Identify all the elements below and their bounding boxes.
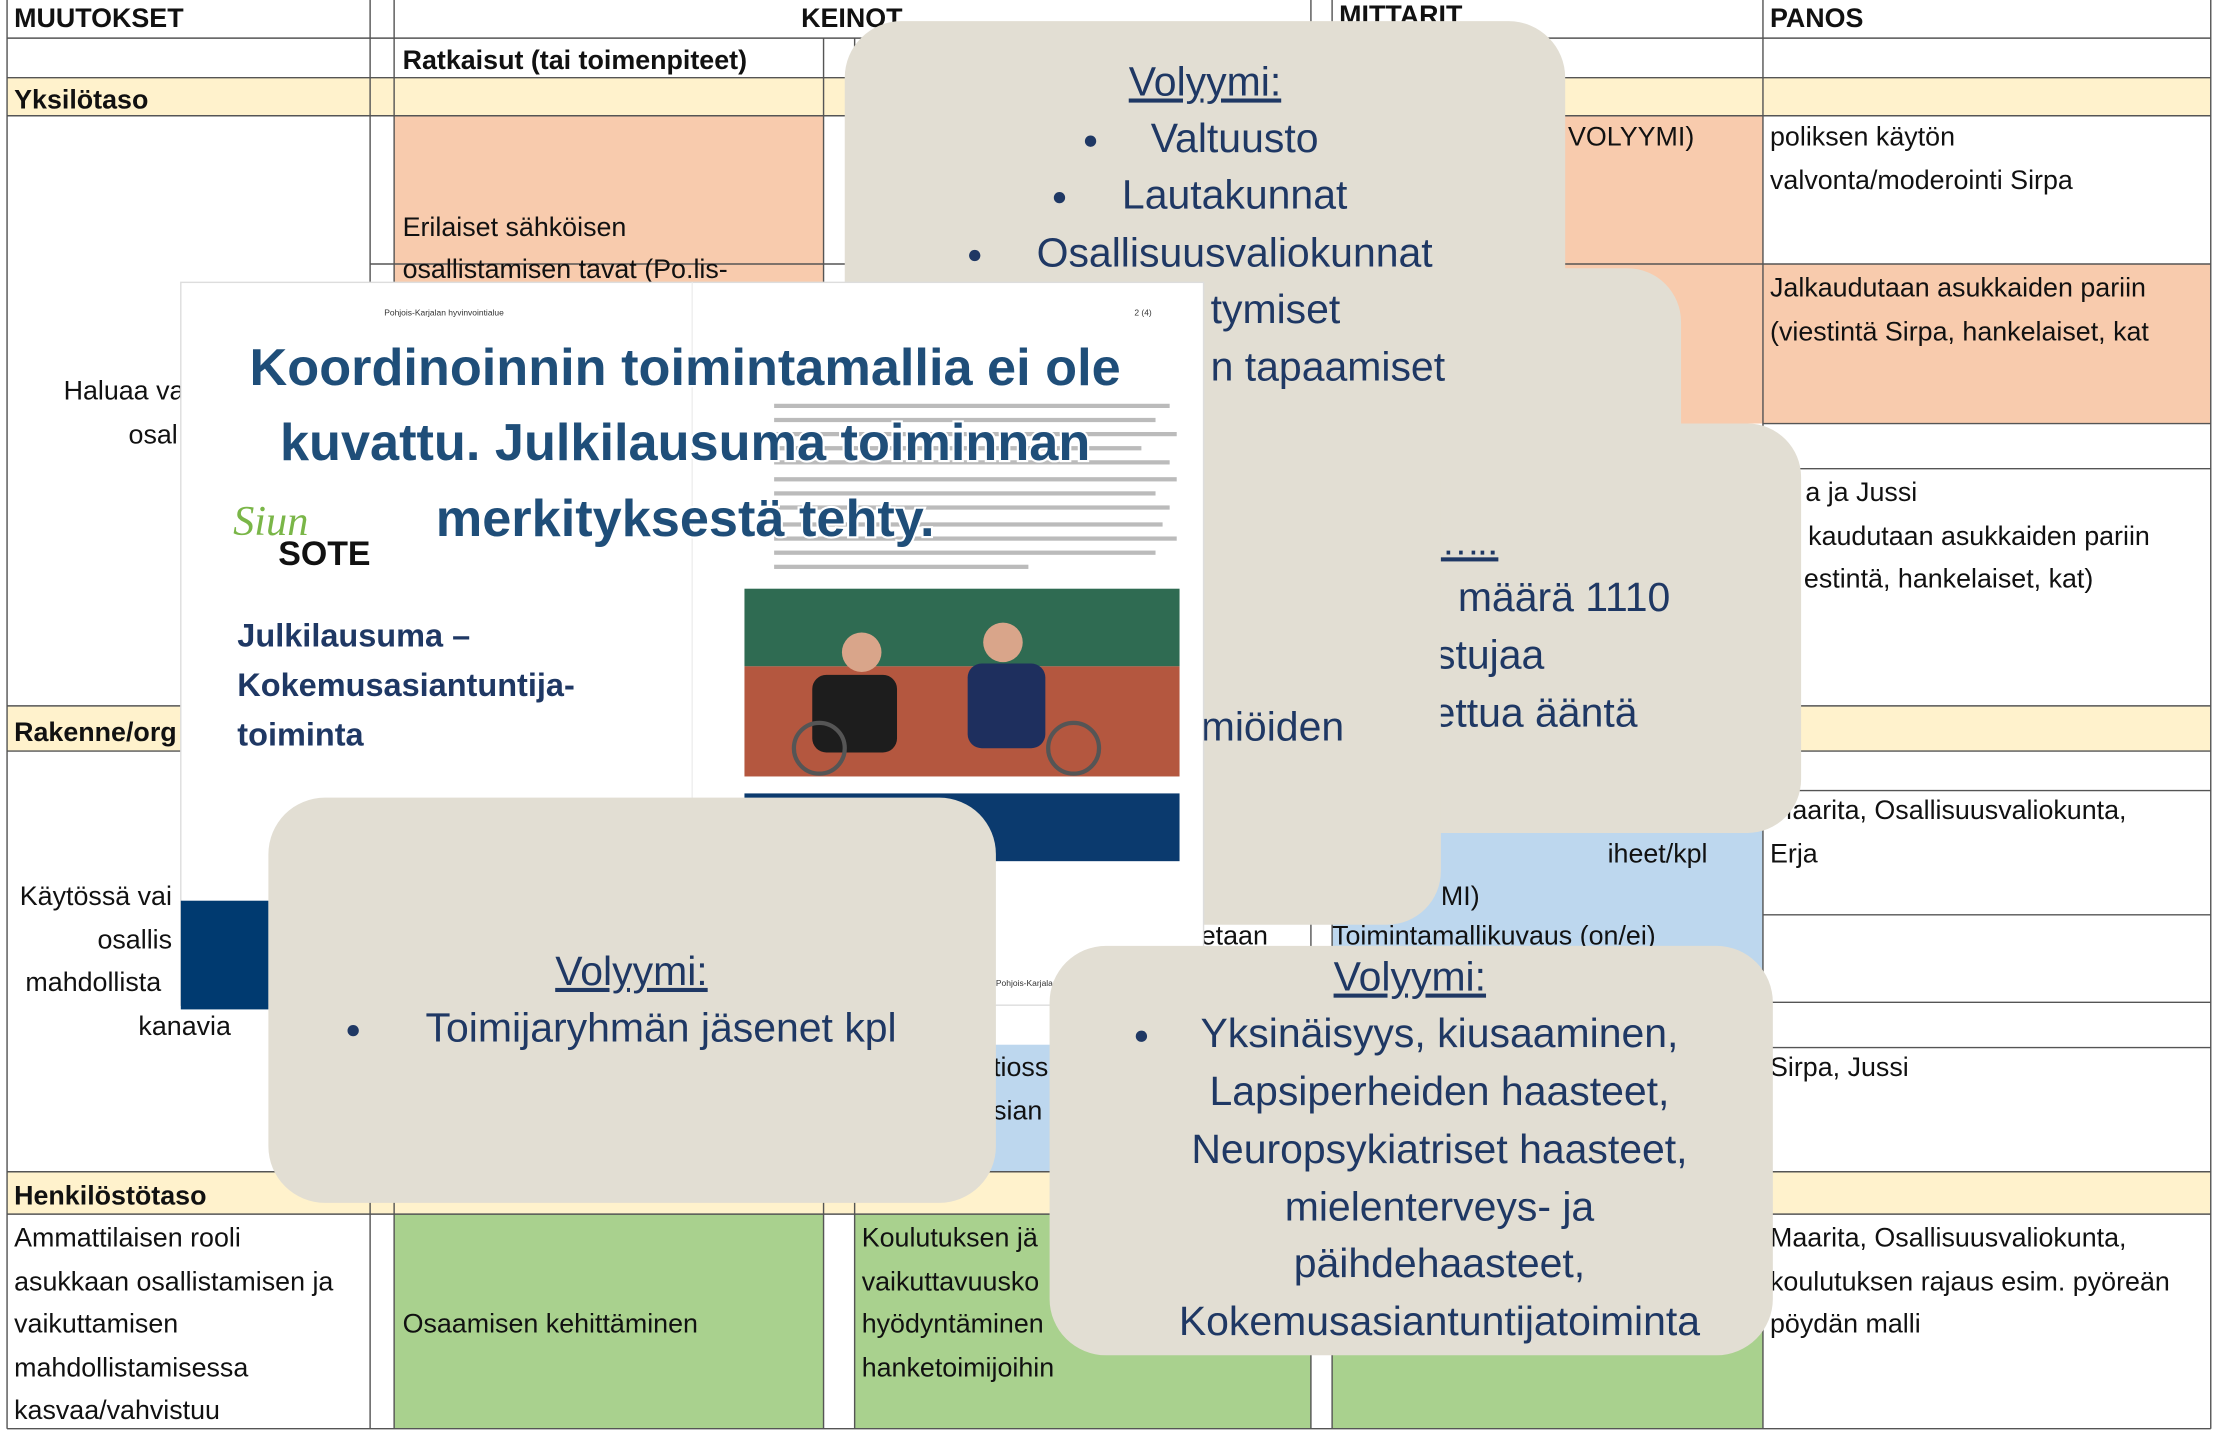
doc-title: Kokemusasiantuntija- xyxy=(237,667,574,703)
callout-item: tymiset xyxy=(1211,286,1341,332)
body-text-lines xyxy=(774,403,1177,569)
bullet xyxy=(1084,135,1097,147)
cell-text: Maarita, Osallisuusvaliokunta, xyxy=(1770,795,2126,825)
cell-text: asukkaan osallistamisen ja xyxy=(14,1266,333,1296)
cell-text: Jalkaudutaan asukkaiden pariin xyxy=(1770,273,2146,303)
cell-text: hyödyntäminen xyxy=(862,1309,1044,1339)
cell-text: Maarita, Osallisuusvaliokunta, xyxy=(1770,1223,2126,1253)
cell-text: Käytössä vai xyxy=(20,881,172,911)
doc-page-number: 2 (4) xyxy=(1134,308,1152,318)
cell-text: vaikuttamisen xyxy=(14,1309,178,1339)
cell-text: koulutuksen rajaus esim. pyöreän xyxy=(1770,1266,2170,1296)
callout-item: n tapaamiset xyxy=(1211,344,1446,390)
cell-text: Sirpa, Jussi xyxy=(1770,1052,1909,1082)
cell-text: pöydän malli xyxy=(1770,1309,1921,1339)
cell-text: estintä, hankelaiset, kat) xyxy=(1804,563,2093,593)
callout-item: Kokemusasiantuntijatoiminta xyxy=(1179,1298,1700,1344)
cell-text: osallis xyxy=(97,925,172,955)
document-text: Pohjois-Karjalan hyvinvointialue 2 (4) Siu… xyxy=(233,308,1181,989)
doc-title: toiminta xyxy=(237,717,364,753)
cell-text: kaudutaan asukkaiden pariin xyxy=(1808,521,2150,551)
callout-item: Valtuusto xyxy=(1151,115,1319,161)
callout-item: päihdehaasteet, xyxy=(1294,1240,1585,1286)
callout-title: Volyymi: xyxy=(1334,954,1486,1000)
callout xyxy=(268,797,996,1203)
bullet xyxy=(1135,1030,1148,1042)
callout-item: Neuropsykiatriset haasteet, xyxy=(1191,1126,1687,1172)
cell-text: hanketoimijoihin xyxy=(862,1353,1054,1383)
cell-text: Erja xyxy=(1770,839,1818,869)
callout-item: Toimijaryhmän jäsenet kpl xyxy=(426,1004,897,1050)
callout xyxy=(1049,945,1773,1356)
cell-text: kanavia xyxy=(138,1011,231,1041)
section-label: Yksilötaso xyxy=(14,85,148,115)
overlay-line: kuvattu. Julkilausuma toiminnan xyxy=(280,414,1090,472)
doc-header: Pohjois-Karjalan hyvinvointialue xyxy=(384,308,504,318)
cell-text: Koulutuksen jä xyxy=(862,1223,1038,1253)
cell xyxy=(394,1214,824,1429)
cell-text: etaan xyxy=(1201,921,1268,951)
cell-text: vaikuttavuusko xyxy=(862,1266,1040,1296)
callout-text: Volyymi: Yksinäisyys, kiusaaminen, Lapsipe… xyxy=(1179,954,1700,1344)
callout-text: miöiden xyxy=(1201,704,1344,750)
overlay-text: Koordinoinnin toimintamallia ei ole kuvat… xyxy=(247,337,1122,550)
cell-text: Haluaa va xyxy=(64,376,185,406)
cell-text: mahdollistamisessa xyxy=(14,1353,248,1383)
bullet xyxy=(347,1024,359,1037)
cell-text: VOLYYMI) xyxy=(1568,121,1694,151)
cell-text: kasvaa/vahvistuu xyxy=(14,1395,220,1425)
cell-text: osallistamisen tavat (Po.lis- xyxy=(403,254,728,284)
photo xyxy=(744,588,1180,777)
cell-text: tioss xyxy=(993,1052,1048,1082)
callout-item: Lautakunnat xyxy=(1122,171,1348,217)
doc-title: Julkilausuma – xyxy=(237,618,470,654)
logo-text: Siun xyxy=(233,498,308,545)
cell-text: osal xyxy=(129,419,178,449)
callout-item: nettua ääntä xyxy=(1410,690,1638,736)
cell-text: Toimintamallikuvaus (on/ei) xyxy=(1332,921,1656,951)
callout-item: miöiden xyxy=(1201,704,1344,750)
cell-text: a ja Jussi xyxy=(1805,477,1917,507)
callout-item: Yksinäisyys, kiusaaminen, xyxy=(1200,1010,1678,1056)
overlay-line: merkityksestä tehty. xyxy=(436,490,935,548)
color-strip xyxy=(180,900,269,1010)
sub-header: Ratkaisut (tai toimenpiteet) xyxy=(403,45,747,75)
callout-title: Volyymi: xyxy=(1129,59,1281,105)
cell-text: Osaamisen kehittäminen xyxy=(403,1309,698,1339)
callout-item: määrä 1110 xyxy=(1458,574,1670,620)
cell-text: mahdollista xyxy=(25,967,161,997)
cell-text: (viestintä Sirpa, hankelaiset, kat xyxy=(1770,316,2149,346)
callout-text: Volyymi: Toimijaryhmän jäsenet kpl xyxy=(426,948,897,1050)
section-label: Rakenne/org xyxy=(14,717,177,747)
overlay-line: Koordinoinnin toimintamallia ei ole xyxy=(250,339,1121,397)
column-header: PANOS xyxy=(1770,3,1863,33)
callout-title: Volyymi: xyxy=(555,948,707,994)
cell xyxy=(1762,264,2211,424)
cell-text: Erilaiset sähköisen xyxy=(403,212,627,242)
callout-item: Osallisuusvaliokunnat xyxy=(1037,229,1434,275)
column-header: MUUTOKSET xyxy=(14,3,184,33)
cell-text: valvonta/moderointi Sirpa xyxy=(1770,165,2073,195)
section-label: Henkilöstötaso xyxy=(14,1180,206,1210)
cell-text: sian xyxy=(993,1096,1042,1126)
cell-text: poliksen käytön xyxy=(1770,121,1955,151)
callout-text: Volyymi: Valtuusto Lautakunnat Osallisuusva… xyxy=(969,59,1446,390)
logo-text: SOTE xyxy=(278,535,370,573)
callout-item: Lapsiperheiden haasteet, xyxy=(1210,1068,1670,1114)
bullet xyxy=(1053,192,1066,204)
callout-item: mielenterveys- ja xyxy=(1285,1184,1595,1230)
bullet xyxy=(969,249,981,262)
cell-text: Ammattilaisen rooli xyxy=(14,1223,241,1253)
cell-text: iheet/kpl xyxy=(1608,839,1708,869)
cell-text: MI) xyxy=(1441,881,1480,911)
